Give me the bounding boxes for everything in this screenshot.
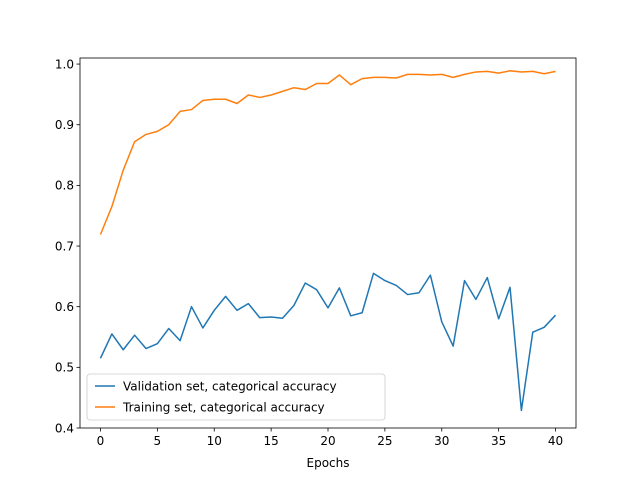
x-axis-label: Epochs [307, 456, 350, 470]
y-tick-label: 0.5 [55, 361, 74, 375]
series-line-2 [99, 69, 556, 235]
x-tick-label: 30 [434, 434, 449, 448]
legend-label-1: Validation set, categorical accuracy [123, 379, 337, 393]
x-axis: 0 5 10 15 20 25 30 35 40 [97, 428, 563, 448]
y-axis: 0.4 0.5 0.6 0.7 0.8 0.9 1.0 [55, 57, 80, 435]
y-tick-label: 0.8 [55, 179, 74, 193]
legend-box [86, 373, 386, 421]
y-tick-label: 0.4 [55, 421, 74, 435]
x-tick-label: 40 [548, 434, 563, 448]
series-line-1 [99, 272, 557, 412]
x-tick-label: 15 [263, 434, 278, 448]
y-tick-label: 0.7 [55, 239, 74, 253]
y-tick-label: 0.9 [55, 118, 74, 132]
x-tick-label: 0 [97, 434, 105, 448]
legend-label-2: Training set, categorical accuracy [122, 400, 325, 414]
x-tick-label: 5 [154, 434, 162, 448]
x-tick-label: 20 [320, 434, 335, 448]
series-layer [99, 69, 557, 412]
x-tick-label: 25 [377, 434, 392, 448]
legend: Validation set, categorical accuracy Trai… [86, 373, 386, 421]
x-tick-label: 35 [491, 434, 506, 448]
x-tick-label: 10 [207, 434, 222, 448]
y-tick-label: 0.6 [55, 300, 74, 314]
y-tick-label: 1.0 [55, 57, 74, 71]
